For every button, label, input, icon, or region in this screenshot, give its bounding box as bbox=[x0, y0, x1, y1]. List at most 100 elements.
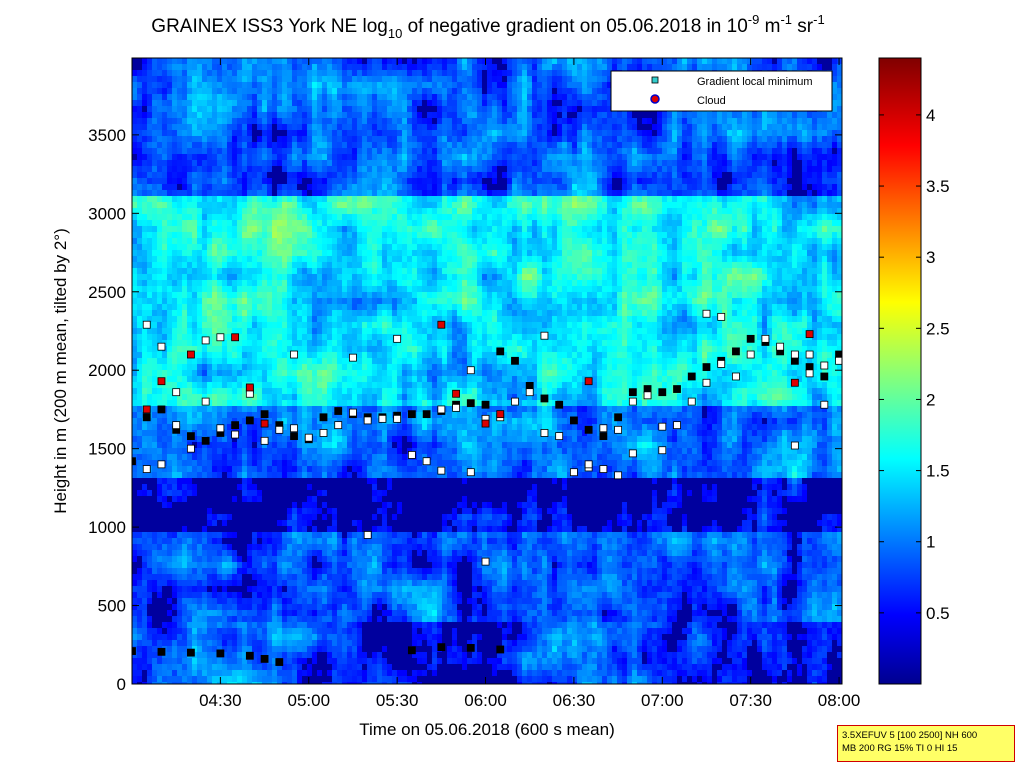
gradient-minimum-point bbox=[246, 652, 253, 659]
gradient-minimum-point bbox=[482, 558, 489, 565]
cloud-point bbox=[246, 384, 253, 391]
legend: Gradient local minimum Cloud bbox=[611, 71, 832, 111]
gradient-minimum-point bbox=[453, 404, 460, 411]
x-tick-label: 07:00 bbox=[641, 691, 684, 710]
gradient-minimum-point bbox=[659, 389, 666, 396]
cloud-point bbox=[261, 420, 268, 427]
gradient-minimum-point bbox=[364, 417, 371, 424]
gradient-minimum-point bbox=[615, 414, 622, 421]
gradient-minimum-point bbox=[600, 433, 607, 440]
x-tick-label: 06:30 bbox=[553, 691, 596, 710]
gradient-minimum-point bbox=[246, 417, 253, 424]
x-tick-label: 08:00 bbox=[818, 691, 861, 710]
gradient-minimum-point bbox=[158, 648, 165, 655]
colorbar-tick-label: 1 bbox=[926, 533, 935, 552]
info-line-2: MB 200 RG 15% TI 0 HI 15 bbox=[842, 742, 1014, 755]
gradient-minimum-point bbox=[732, 373, 739, 380]
gradient-minimum-point bbox=[600, 466, 607, 473]
gradient-minimum-point bbox=[335, 408, 342, 415]
gradient-minimum-point bbox=[261, 437, 268, 444]
gradient-minimum-point bbox=[438, 644, 445, 651]
gradient-minimum-point bbox=[482, 401, 489, 408]
gradient-minimum-point bbox=[511, 398, 518, 405]
cloud-point bbox=[187, 351, 194, 358]
gradient-minimum-point bbox=[791, 351, 798, 358]
gradient-minimum-point bbox=[688, 398, 695, 405]
gradient-minimum-point bbox=[541, 395, 548, 402]
gradient-minimum-point bbox=[467, 400, 474, 407]
y-tick-label: 500 bbox=[98, 597, 126, 616]
gradient-minimum-point bbox=[585, 461, 592, 468]
gradient-minimum-point bbox=[629, 398, 636, 405]
gradient-minimum-point bbox=[674, 422, 681, 429]
colorbar-tick-label: 0.5 bbox=[926, 604, 950, 623]
gradient-minimum-point bbox=[791, 442, 798, 449]
info-box: 3.5XEFUV 5 [100 2500] NH 600 MB 200 RG 1… bbox=[837, 725, 1015, 762]
y-tick-label: 2500 bbox=[88, 283, 126, 302]
gradient-minimum-point bbox=[718, 313, 725, 320]
gradient-minimum-point bbox=[718, 360, 725, 367]
gradient-minimum-point bbox=[806, 351, 813, 358]
gradient-minimum-point bbox=[570, 469, 577, 476]
gradient-minimum-point bbox=[261, 655, 268, 662]
gradient-minimum-point bbox=[394, 335, 401, 342]
x-tick-label: 06:00 bbox=[464, 691, 507, 710]
gradient-minimum-point bbox=[438, 406, 445, 413]
gradient-minimum-point bbox=[497, 646, 504, 653]
gradient-minimum-point bbox=[320, 414, 327, 421]
gradient-minimum-point bbox=[467, 644, 474, 651]
gradient-minimum-point bbox=[732, 348, 739, 355]
x-axis-label: Time on 05.06.2018 (600 s mean) bbox=[359, 720, 614, 739]
gradient-minimum-point bbox=[276, 426, 283, 433]
gradient-minimum-point bbox=[291, 351, 298, 358]
gradient-minimum-point bbox=[659, 423, 666, 430]
cloud-point bbox=[585, 378, 592, 385]
gradient-minimum-point bbox=[467, 469, 474, 476]
cloud-point bbox=[438, 321, 445, 328]
info-line-1: 3.5XEFUV 5 [100 2500] NH 600 bbox=[842, 729, 1014, 742]
gradient-minimum-point bbox=[143, 321, 150, 328]
gradient-minimum-point bbox=[688, 373, 695, 380]
cloud-point bbox=[791, 379, 798, 386]
colorbar-tick-label: 2 bbox=[926, 390, 935, 409]
cloud-point bbox=[158, 378, 165, 385]
gradient-minimum-point bbox=[467, 367, 474, 374]
gradient-minimum-point bbox=[747, 335, 754, 342]
gradient-minimum-point bbox=[570, 417, 577, 424]
gradient-minimum-point bbox=[423, 411, 430, 418]
gradient-minimum-point bbox=[541, 332, 548, 339]
gradient-minimum-point bbox=[703, 310, 710, 317]
x-tick-label: 04:30 bbox=[199, 691, 242, 710]
gradient-minimum-point bbox=[821, 401, 828, 408]
colorbar-gradient bbox=[879, 58, 921, 684]
gradient-minimum-point bbox=[217, 650, 224, 657]
gradient-minimum-point bbox=[556, 433, 563, 440]
gradient-minimum-point bbox=[202, 398, 209, 405]
gradient-minimum-point bbox=[659, 447, 666, 454]
gradient-minimum-point bbox=[232, 431, 239, 438]
legend-marker-cloud bbox=[651, 95, 659, 103]
gradient-minimum-point bbox=[305, 434, 312, 441]
y-tick-label: 3000 bbox=[88, 204, 126, 223]
gradient-minimum-point bbox=[349, 409, 356, 416]
y-tick-label: 2000 bbox=[88, 361, 126, 380]
gradient-minimum-point bbox=[276, 659, 283, 666]
gradient-minimum-point bbox=[526, 389, 533, 396]
cloud-point bbox=[143, 406, 150, 413]
gradient-minimum-point bbox=[600, 425, 607, 432]
gradient-minimum-point bbox=[158, 343, 165, 350]
gradient-minimum-point bbox=[423, 458, 430, 465]
y-tick-label: 0 bbox=[117, 675, 126, 694]
gradient-minimum-point bbox=[364, 531, 371, 538]
chart-title: GRAINEX ISS3 York NE log10 of negative g… bbox=[151, 12, 824, 41]
colorbar-tick-label: 3 bbox=[926, 248, 935, 267]
gradient-minimum-point bbox=[615, 472, 622, 479]
gradient-minimum-point bbox=[335, 422, 342, 429]
x-tick-label: 05:30 bbox=[376, 691, 419, 710]
gradient-minimum-point bbox=[541, 429, 548, 436]
gradient-minimum-point bbox=[173, 422, 180, 429]
gradient-minimum-point bbox=[806, 370, 813, 377]
y-tick-label: 3500 bbox=[88, 126, 126, 145]
gradient-minimum-point bbox=[143, 466, 150, 473]
gradient-minimum-point bbox=[762, 335, 769, 342]
